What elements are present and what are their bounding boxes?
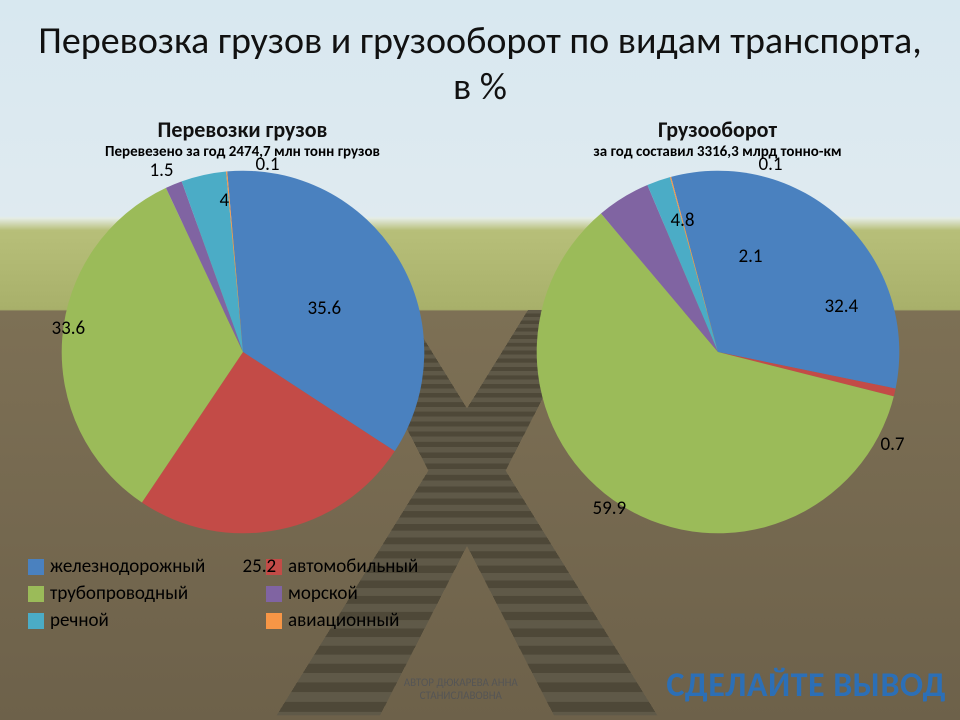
legend-label-air: авиационный (288, 609, 399, 632)
legend-swatch-pipeline (28, 586, 44, 602)
legend-item-railway: железнодорожный (28, 555, 248, 578)
charts-row: Перевозки грузов Перевезено за год 2474,… (0, 116, 960, 537)
slice-label-railway: 35.6 (308, 297, 342, 320)
slice-label-sea: 4.8 (671, 209, 695, 232)
legend-item-pipeline: трубопроводный (28, 582, 248, 605)
legend-item-sea: морской (266, 582, 486, 605)
slice-label-river: 2.1 (739, 245, 763, 268)
legend-swatch-sea (266, 586, 282, 602)
legend-swatch-railway (28, 559, 44, 575)
legend-swatch-air (266, 613, 282, 629)
slice-label-air: 0.1 (759, 153, 783, 176)
slice-label-auto: 0.7 (881, 433, 905, 456)
slice-label-sea: 1.5 (150, 159, 174, 182)
callout-text: СДЕЛАЙТЕ ВЫВОД (666, 665, 946, 706)
slice-label-auto: 25.2 (243, 555, 277, 578)
legend-label-railway: железнодорожный (50, 555, 205, 578)
chart-right-title: Грузооборот (485, 116, 950, 143)
legend-item-auto: автомобильный (266, 555, 486, 578)
slice-label-pipeline: 59.9 (593, 497, 627, 520)
chart-right-subtitle: за год составил 3316,3 млрд тонно-км (485, 143, 950, 161)
legend-swatch-river (28, 613, 44, 629)
page-title: Перевозка грузов и грузооборот по видам … (0, 0, 960, 110)
legend-item-river: речной (28, 609, 248, 632)
chart-left-subtitle: Перевезено за год 2474,7 млн тонн грузов (10, 143, 475, 161)
chart-left-title: Перевозки грузов (10, 116, 475, 143)
slice-label-river: 4 (220, 189, 230, 212)
legend-label-auto: автомобильный (288, 555, 418, 578)
chart-right: Грузооборот за год составил 3316,3 млрд … (485, 116, 950, 537)
pie-left (58, 167, 428, 537)
author-credit: АВТОР ДЮКАРЕВА АННАСТАНИСЛАВОВНА (404, 676, 518, 702)
pie-right (533, 167, 903, 537)
chart-left: Перевозки грузов Перевезено за год 2474,… (10, 116, 475, 537)
slide: Перевозка грузов и грузооборот по видам … (0, 0, 960, 720)
slice-label-pipeline: 33.6 (52, 317, 86, 340)
legend-label-sea: морской (288, 582, 358, 605)
slice-label-railway: 32.4 (825, 295, 859, 318)
legend-label-pipeline: трубопроводный (50, 582, 188, 605)
legend: железнодорожный автомобильный трубопрово… (28, 555, 960, 632)
legend-item-air: авиационный (266, 609, 486, 632)
slice-label-air: 0.1 (256, 153, 280, 176)
legend-label-river: речной (50, 609, 109, 632)
